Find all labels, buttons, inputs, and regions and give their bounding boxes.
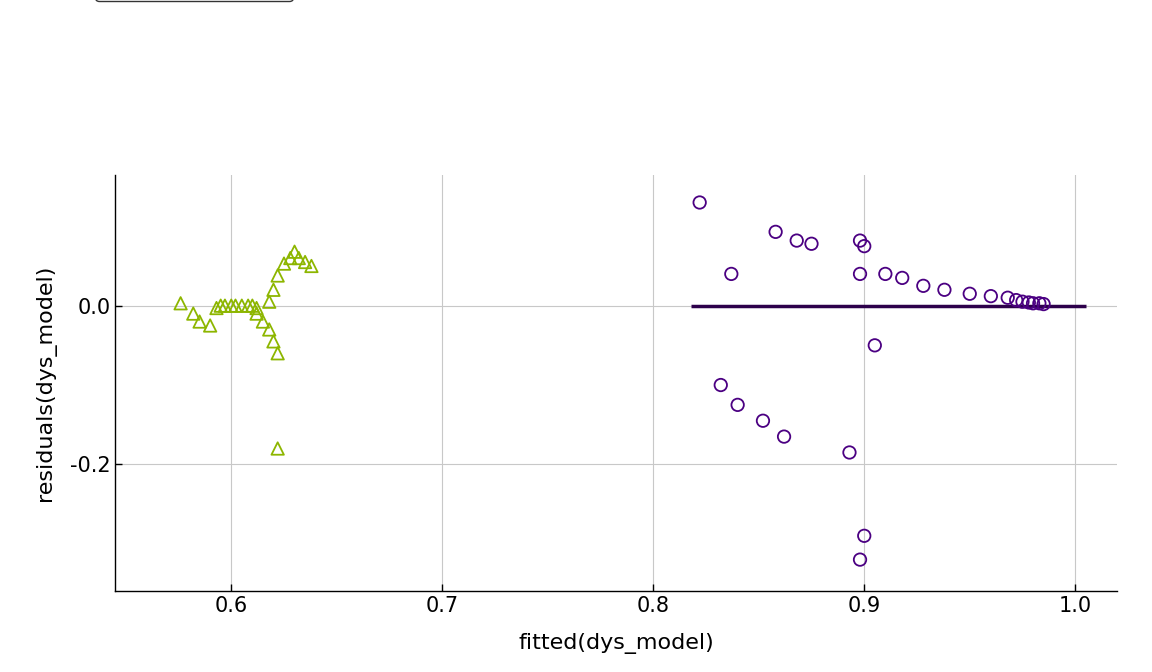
Point: [753, 415, 772, 426]
Point: [855, 241, 873, 251]
Point: [268, 348, 287, 359]
Point: [1020, 297, 1038, 308]
Point: [690, 197, 708, 208]
Point: [865, 340, 884, 351]
Point: [802, 239, 820, 249]
Point: [851, 235, 870, 246]
Point: [200, 320, 219, 331]
Point: [184, 308, 203, 319]
Point: [215, 300, 234, 311]
Y-axis label: residuals(dys_model): residuals(dys_model): [35, 265, 55, 501]
Point: [935, 284, 954, 295]
Point: [268, 443, 287, 454]
Point: [248, 308, 266, 319]
Point: [1007, 295, 1025, 306]
Legend: no, yes: no, yes: [96, 0, 293, 1]
Point: [264, 284, 282, 295]
Point: [275, 258, 294, 269]
Point: [207, 302, 226, 313]
Point: [238, 300, 257, 311]
Point: [289, 253, 308, 263]
Point: [1014, 296, 1032, 307]
Point: [243, 300, 262, 311]
Point: [260, 296, 279, 307]
Point: [226, 300, 244, 311]
Point: [222, 300, 241, 311]
Point: [302, 261, 320, 271]
Point: [260, 324, 279, 335]
Point: [264, 336, 282, 347]
X-axis label: fitted(dys_model): fitted(dys_model): [518, 633, 714, 654]
Point: [268, 270, 287, 281]
Point: [286, 247, 304, 257]
Point: [840, 447, 858, 458]
Point: [248, 302, 266, 313]
Point: [851, 554, 870, 565]
Point: [961, 288, 979, 299]
Point: [712, 380, 730, 390]
Point: [982, 291, 1000, 302]
Point: [1024, 298, 1043, 308]
Point: [722, 269, 741, 280]
Point: [775, 431, 794, 442]
Point: [855, 530, 873, 541]
Point: [281, 253, 300, 263]
Point: [893, 273, 911, 284]
Point: [999, 292, 1017, 303]
Point: [1030, 298, 1048, 308]
Point: [728, 399, 746, 410]
Point: [172, 298, 190, 308]
Point: [877, 269, 895, 280]
Point: [212, 300, 230, 311]
Point: [296, 257, 314, 267]
Point: [766, 226, 785, 237]
Point: [1034, 298, 1053, 309]
Point: [190, 316, 209, 327]
Point: [788, 235, 806, 246]
Point: [851, 269, 870, 280]
Point: [914, 280, 932, 291]
Point: [233, 300, 251, 311]
Point: [253, 316, 272, 327]
